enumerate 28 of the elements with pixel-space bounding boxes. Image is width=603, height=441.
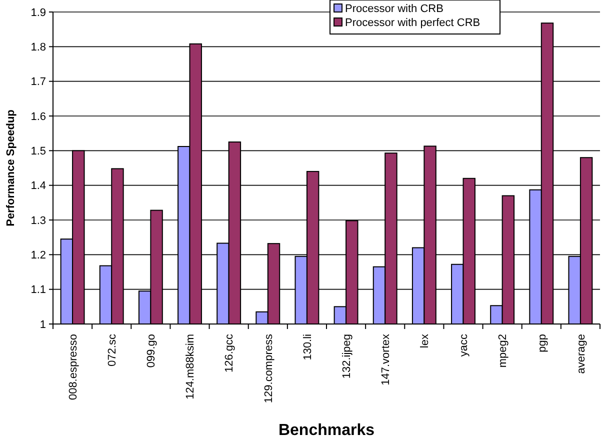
x-axis-title: Benchmarks bbox=[278, 422, 375, 439]
x-tick-label: 099.go bbox=[146, 334, 158, 368]
legend-label: Processor with perfect CRB bbox=[345, 16, 480, 29]
x-tick-label: 072.sc bbox=[106, 334, 118, 366]
y-tick-label: 1.3 bbox=[30, 214, 46, 227]
y-tick-label: 1 bbox=[40, 318, 46, 331]
x-tick-label: mpeg2 bbox=[497, 334, 510, 368]
legend-label: Processor with CRB bbox=[345, 2, 444, 15]
x-tick-label: lex bbox=[419, 334, 432, 348]
x-tick-label: average bbox=[575, 334, 588, 374]
y-tick-label: 1.1 bbox=[30, 284, 46, 296]
y-tick-label: 1.4 bbox=[30, 180, 46, 192]
x-tick-label: yacc bbox=[458, 334, 470, 357]
x-tick-label: 008.espresso bbox=[67, 334, 80, 400]
y-tick-label: 1.6 bbox=[30, 110, 46, 123]
y-tick-label: 1.8 bbox=[30, 42, 46, 54]
y-tick-label: 1.7 bbox=[30, 76, 46, 88]
x-tick-label: 147.vortex bbox=[380, 334, 392, 386]
x-tick-label: 124.m88ksim bbox=[184, 334, 197, 400]
x-tick-label: 132.ijpeg bbox=[340, 334, 353, 379]
x-tick-label: 126.gcc bbox=[224, 334, 236, 373]
y-tick-label: 1.9 bbox=[30, 6, 46, 19]
x-tick-label: 130.li bbox=[302, 334, 314, 360]
x-tick-label: pgp bbox=[536, 334, 548, 352]
y-tick-label: 1.5 bbox=[30, 146, 46, 158]
y-axis-title: Performance Speedup bbox=[5, 109, 17, 226]
x-tick-label: 129.compress bbox=[262, 334, 275, 404]
y-tick-label: 1.2 bbox=[30, 250, 46, 262]
